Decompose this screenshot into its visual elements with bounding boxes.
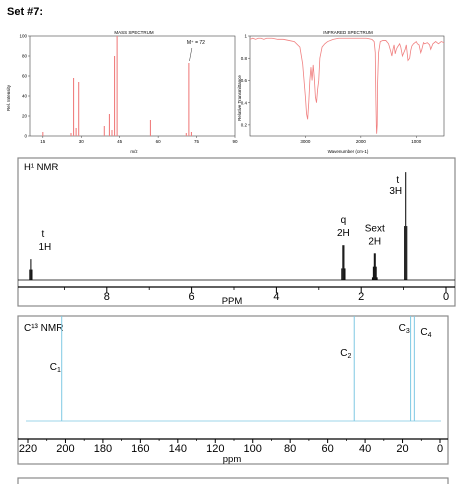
ms-xtick-label-2: 45 <box>117 139 123 144</box>
ir-ytick-label-0: 0.2 <box>241 122 248 127</box>
h1-peak-0-integration: 1H <box>39 242 52 253</box>
h1-nmr-title: H¹ NMR <box>24 162 58 173</box>
ir-spectrum-chart: INFRARED SPECTRUM Relative Transmittance… <box>237 30 445 154</box>
h1-peak-1-integration: 2H <box>337 228 350 239</box>
h1-peak-3-mult: t <box>396 175 399 186</box>
ms-ytick-label-2: 40 <box>22 94 28 99</box>
c13-xtick-label-11: 0 <box>437 443 443 455</box>
ms-annotation: M⁺ = 72 <box>187 40 205 46</box>
c13-peak-3-label: C4 <box>420 327 431 339</box>
ms-xtick-label-3: 60 <box>156 139 162 144</box>
ms-xtick-label-5: 90 <box>232 139 238 144</box>
ir-ytick-label-4: 1 <box>244 34 247 39</box>
c13-nmr-frame <box>17 315 449 465</box>
ir-ytick-label-2: 0.6 <box>241 78 248 83</box>
h1-xtick-label-0: 8 <box>104 291 110 303</box>
c13-peak-2-label: C3 <box>399 323 410 335</box>
h1-xtick-label-3: 2 <box>358 291 364 303</box>
c13-xtick-label-8: 60 <box>322 443 334 455</box>
c13-peak-1-label: C2 <box>340 348 351 360</box>
ms-ytick-label-0: 0 <box>24 134 27 139</box>
c13-nmr-title: C¹³ NMR <box>24 323 63 334</box>
ms-axes-frame <box>29 35 236 137</box>
c13-xtick-label-3: 160 <box>131 443 149 455</box>
ms-annotation-arrow <box>189 47 193 62</box>
c13-xtick-label-6: 100 <box>244 443 262 455</box>
ir-ylabel: Relative Transmittance <box>237 75 242 121</box>
mass-spectrum-chart: MASS SPECTRUM Rel. Intensity m/z 0 20 40 60… <box>6 30 238 154</box>
ir-axes-frame <box>249 35 445 137</box>
ir-title: INFRARED SPECTRUM <box>323 30 373 35</box>
ir-xtick-label-0: 3000 <box>300 139 311 144</box>
c13-peak-0-label: C1 <box>50 362 61 374</box>
ir-series-line <box>249 37 445 134</box>
ms-title: MASS SPECTRUM <box>114 30 154 35</box>
ir-xtick-label-1: 2000 <box>356 139 367 144</box>
h1-peak-3-integration: 3H <box>389 186 402 197</box>
h1-xtick-label-2: 4 <box>273 291 279 303</box>
c13-xtick-label-7: 80 <box>284 443 296 455</box>
ms-ytick-label-4: 80 <box>22 54 28 59</box>
c13-xtick-label-1: 200 <box>56 443 74 455</box>
ir-ytick-label-3: 0.8 <box>241 56 248 61</box>
h1-xtick-label-1: 6 <box>189 291 195 303</box>
c13-xtick-label-9: 40 <box>359 443 371 455</box>
h1-xtick-label-4: 0 <box>443 291 449 303</box>
ir-xlabel: Wavenumber (cm-1) <box>328 149 369 154</box>
ms-xtick-label-0: 15 <box>40 139 46 144</box>
h1-peak-0-mult: t <box>42 229 45 240</box>
c13-xtick-label-0: 220 <box>19 443 37 455</box>
h1-peak-1-mult: q <box>341 215 347 226</box>
ms-xtick-label-4: 75 <box>194 139 200 144</box>
c13-xtick-label-4: 140 <box>169 443 187 455</box>
c13-nmr-chart: C¹³ NMR ppm 220 200 180 160 140 120 100 80 60 40 2… <box>17 315 449 465</box>
ms-ytick-label-3: 60 <box>22 74 28 79</box>
ms-ytick-label-1: 20 <box>22 114 28 119</box>
next-panel-frame <box>17 477 449 484</box>
c13-xtick-label-2: 180 <box>94 443 112 455</box>
ms-xtick-label-1: 30 <box>79 139 85 144</box>
ir-xtick-label-2: 1000 <box>411 139 422 144</box>
c13-xtick-label-10: 20 <box>396 443 408 455</box>
c13-nmr-xlabel: ppm <box>223 454 242 465</box>
ms-ytick-label-5: 100 <box>19 34 27 39</box>
c13-xtick-label-5: 120 <box>206 443 224 455</box>
h1-nmr-frame <box>17 157 456 307</box>
h1-peak-2-integration: 2H <box>368 236 381 247</box>
h1-peak-2-mult: Sext <box>365 223 385 234</box>
ir-ytick-label-1: 0.4 <box>241 100 248 105</box>
h1-nmr-xlabel: PPM <box>222 296 243 307</box>
ms-ylabel: Rel. Intensity <box>6 84 11 111</box>
ms-xlabel: m/z <box>130 149 138 154</box>
set-title: Set #7: <box>7 6 44 18</box>
